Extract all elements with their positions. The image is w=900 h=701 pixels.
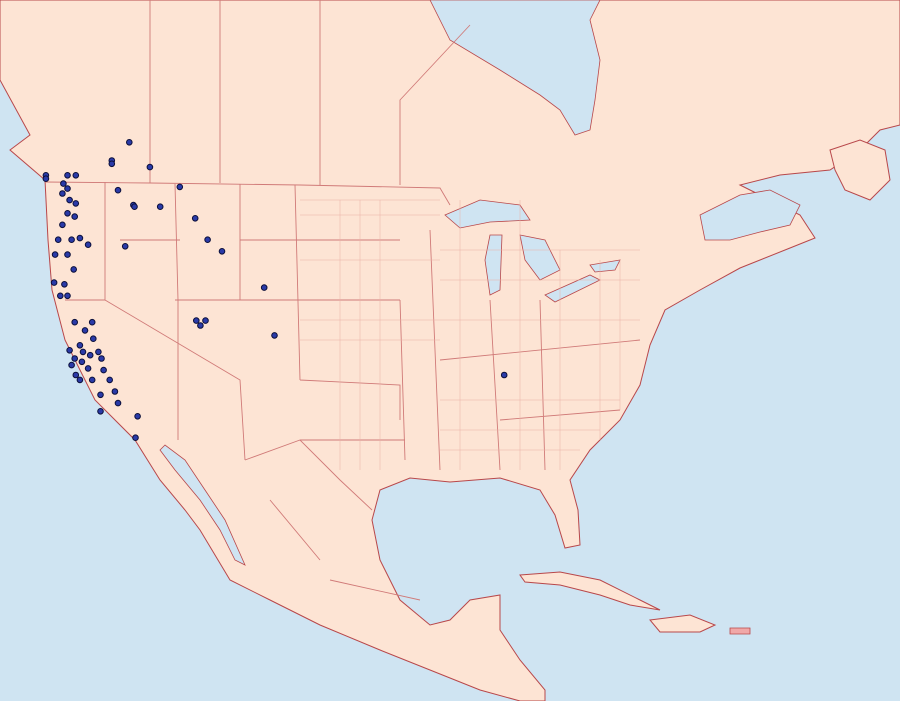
- occurrence-point: [64, 210, 71, 217]
- occurrence-point: [193, 317, 200, 324]
- political-borders: [44, 0, 641, 601]
- occurrence-point: [90, 335, 97, 343]
- occurrence-point: [97, 408, 104, 415]
- occurrence-point: [61, 281, 68, 288]
- occurrence-point: [88, 318, 96, 326]
- occurrence-point: [88, 376, 96, 384]
- occurrence-point: [146, 163, 154, 171]
- occurrence-point: [176, 183, 184, 191]
- occurrence-point: [84, 241, 92, 248]
- occurrence-point: [108, 160, 116, 168]
- occurrence-point: [84, 365, 92, 372]
- occurrence-point: [54, 236, 62, 243]
- occurrence-point: [66, 196, 73, 204]
- occurrence-point: [42, 175, 50, 182]
- occurrence-point: [191, 215, 199, 222]
- occurrence-point: [95, 348, 102, 356]
- occurrence-points: [42, 139, 508, 442]
- occurrence-point: [204, 236, 211, 243]
- occurrence-point: [86, 351, 94, 359]
- occurrence-point: [71, 213, 78, 220]
- occurrence-point: [134, 413, 141, 420]
- occurrence-point: [59, 190, 66, 197]
- lake-ontario: [589, 259, 621, 273]
- occurrence-point: [64, 185, 71, 192]
- occurrence-point: [197, 322, 204, 329]
- occurrence-point: [97, 391, 104, 399]
- occurrence-point: [64, 251, 71, 258]
- occurrence-point: [111, 388, 119, 395]
- occurrence-point: [114, 399, 122, 407]
- occurrence-point: [68, 361, 75, 369]
- occurrence-point: [260, 284, 268, 291]
- occurrence-point: [50, 279, 58, 286]
- occurrence-point: [76, 342, 84, 349]
- occurrence-point: [71, 355, 78, 362]
- occurrence-point: [100, 366, 107, 374]
- occurrence-point: [121, 243, 129, 250]
- puerto-rico: [729, 627, 751, 635]
- occurrence-point: [114, 186, 122, 194]
- occurrence-point: [78, 358, 86, 366]
- cuba: [519, 571, 661, 611]
- occurrence-point: [72, 172, 80, 179]
- occurrence-point: [202, 317, 209, 324]
- occurrence-point: [64, 292, 71, 300]
- occurrence-point: [79, 348, 87, 356]
- hudson-bay: [429, 0, 601, 136]
- occurrence-point: [64, 172, 71, 179]
- hispaniola: [649, 614, 717, 633]
- occurrence-point: [98, 355, 105, 362]
- newfoundland: [829, 139, 891, 201]
- occurrence-point: [126, 139, 133, 146]
- occurrence-point: [72, 200, 80, 207]
- occurrence-point: [132, 434, 139, 442]
- occurrence-point: [156, 203, 164, 210]
- occurrence-point: [76, 376, 84, 384]
- occurrence-point: [66, 347, 73, 354]
- occurrence-point: [59, 221, 66, 229]
- occurrence-point: [70, 266, 77, 273]
- occurrence-point: [218, 248, 226, 255]
- occurrence-point: [68, 236, 75, 243]
- occurrence-point: [131, 203, 138, 210]
- occurrence-point: [51, 251, 59, 258]
- occurrence-point: [500, 371, 508, 379]
- occurrence-point: [106, 376, 113, 384]
- occurrence-point: [271, 332, 278, 339]
- occurrence-point: [60, 180, 67, 187]
- lake-huron: [519, 234, 561, 281]
- occurrence-point: [57, 292, 64, 300]
- gulf-of-st-lawrence: [699, 189, 801, 241]
- occurrence-point: [81, 327, 89, 334]
- gulf-of-california: [159, 444, 246, 566]
- occurrence-point: [72, 371, 80, 379]
- occurrence-point: [76, 234, 84, 242]
- occurrence-point: [71, 318, 78, 326]
